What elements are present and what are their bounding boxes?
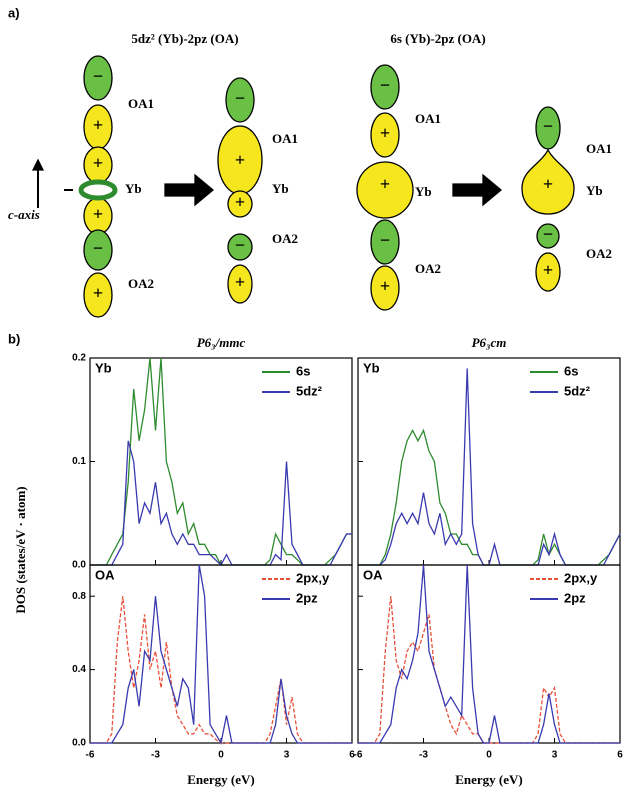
lobe xyxy=(370,219,400,265)
sign: − xyxy=(543,116,553,136)
lobe xyxy=(227,233,253,261)
series-line xyxy=(358,564,620,744)
sign: − xyxy=(93,66,103,86)
x-tick-label: 6 xyxy=(349,750,355,761)
sign: − xyxy=(543,224,553,244)
lobe xyxy=(370,112,400,158)
sign: − xyxy=(235,88,245,108)
sign: − xyxy=(235,235,245,255)
x-tick-label: 6 xyxy=(617,750,623,761)
x-tick-label: -3 xyxy=(151,750,160,761)
legend-label: 6s xyxy=(296,363,310,378)
lobe xyxy=(225,77,255,123)
panel-label: OA xyxy=(95,567,115,582)
x-axis-label: Energy (eV) xyxy=(455,772,523,787)
sign: − xyxy=(380,230,390,250)
panel-b-label: b) xyxy=(8,331,20,346)
lobe xyxy=(83,272,113,318)
y-tick-label: 0.8 xyxy=(72,591,86,602)
sign: − xyxy=(380,75,390,95)
series-line xyxy=(358,596,620,744)
atom-label: OA2 xyxy=(128,276,154,291)
x-tick-label: -6 xyxy=(86,750,95,761)
arrow xyxy=(164,173,215,207)
atom-label: Yb xyxy=(272,181,289,196)
sign: + xyxy=(235,150,245,170)
sign: + xyxy=(93,204,103,224)
legend-label: 5dz² xyxy=(296,383,323,398)
lobe xyxy=(227,264,253,304)
sign: + xyxy=(235,192,245,212)
lobe xyxy=(83,55,113,101)
panel-label: Yb xyxy=(363,360,380,375)
atom-label: OA2 xyxy=(586,246,612,261)
diagram-title: 6s (Yb)-2pz (OA) xyxy=(390,31,485,46)
y-tick-label: 0.4 xyxy=(72,664,86,675)
atom-label: OA1 xyxy=(586,141,612,156)
axis-arrow-head xyxy=(31,158,45,171)
y-tick-label: 0.0 xyxy=(72,560,86,571)
atom-label: OA1 xyxy=(272,131,298,146)
sign: + xyxy=(380,276,390,296)
lobe xyxy=(370,64,400,110)
y-tick-label: 0.0 xyxy=(72,738,86,749)
diagram xyxy=(31,55,575,318)
series-line xyxy=(90,596,352,744)
lobe xyxy=(227,190,253,218)
x-tick-label: -6 xyxy=(354,750,363,761)
atom-label: OA2 xyxy=(415,261,441,276)
legend-label: 2px,y xyxy=(296,570,330,585)
sign: + xyxy=(235,272,245,292)
atom-label: OA1 xyxy=(128,96,154,111)
chart-title: P6₃/mmc xyxy=(197,335,246,350)
y-axis-label: DOS (states/eV · atom) xyxy=(13,486,28,613)
atom-label: Yb xyxy=(586,183,603,198)
x-axis-label: Energy (eV) xyxy=(187,772,255,787)
series-line xyxy=(90,564,352,745)
legend-label: 2px,y xyxy=(564,570,598,585)
lobe xyxy=(521,148,575,215)
sign: + xyxy=(93,115,103,135)
panel-label: OA xyxy=(363,567,383,582)
x-tick-label: -3 xyxy=(419,750,428,761)
panel-label: Yb xyxy=(95,360,112,375)
atom-label: Yb xyxy=(415,184,432,199)
x-tick-label: 0 xyxy=(486,750,492,761)
torus xyxy=(78,179,118,201)
legend-label: 2pz xyxy=(564,590,586,605)
axis-label: c-axis xyxy=(8,207,40,222)
legend-label: 2pz xyxy=(296,590,318,605)
sign: + xyxy=(93,283,103,303)
chart-title: P6₃cm xyxy=(472,335,507,350)
sign: + xyxy=(380,174,390,194)
diagram-title: 5dz² (Yb)-2pz (OA) xyxy=(131,31,238,46)
atom-label: OA1 xyxy=(415,111,441,126)
sign: + xyxy=(380,123,390,143)
sign: + xyxy=(543,174,553,194)
lobe xyxy=(83,229,113,271)
panel-a-label: a) xyxy=(8,5,20,20)
sign: − xyxy=(93,238,103,258)
sign: + xyxy=(543,260,553,280)
x-tick-label: 0 xyxy=(218,750,224,761)
series-line xyxy=(358,428,621,566)
x-tick-label: 3 xyxy=(552,750,558,761)
x-tick-label: 3 xyxy=(284,750,290,761)
lobe xyxy=(370,265,400,311)
arrow xyxy=(452,173,503,207)
lobe xyxy=(536,223,560,249)
legend-label: 6s xyxy=(564,363,578,378)
atom-label: Yb xyxy=(125,181,142,196)
atom-label: OA2 xyxy=(272,231,298,246)
sign: + xyxy=(93,153,103,173)
y-tick-label: 0.1 xyxy=(72,456,86,467)
lobe xyxy=(356,161,414,219)
y-tick-label: 0.2 xyxy=(72,353,86,364)
legend-label: 5dz² xyxy=(564,383,591,398)
lobe xyxy=(535,252,561,292)
